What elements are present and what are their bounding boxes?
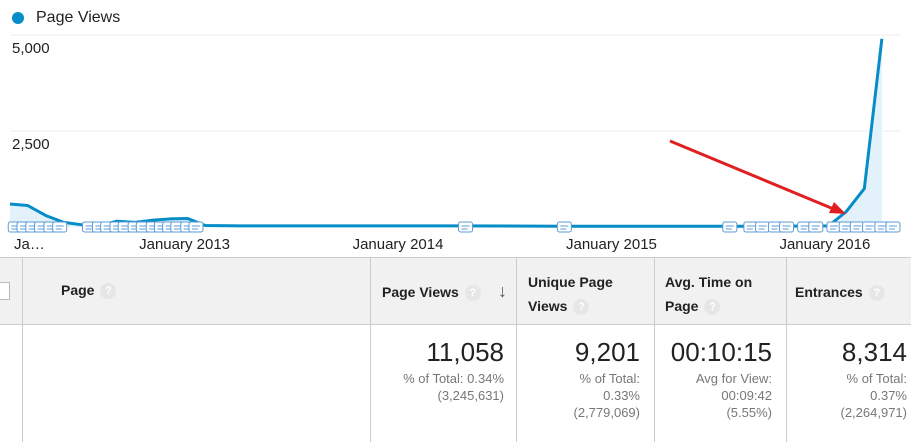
totals-avg-time: 00:10:15 Avg for View: 00:09:42 (5.55%) (654, 325, 786, 442)
help-icon[interactable]: ? (704, 298, 721, 315)
annotation-marker-icon (755, 221, 771, 233)
annotation-marker-icon (188, 221, 204, 233)
header-page-views[interactable]: Page Views? ↓ (370, 258, 516, 325)
header-entrances[interactable]: Entrances? (786, 258, 911, 325)
checkbox-header-cell (0, 258, 22, 325)
red-arrow-head-icon (829, 202, 846, 214)
annotation-marker-icon (458, 221, 474, 233)
header-page[interactable]: Page? (22, 258, 370, 325)
legend-label: Page Views (36, 9, 121, 26)
sort-descending-icon[interactable]: ↓ (498, 281, 507, 301)
help-icon[interactable]: ? (100, 282, 117, 299)
totals-page-views: 11,058 % of Total: 0.34% (3,245,631) (370, 325, 516, 442)
help-icon[interactable]: ? (573, 298, 590, 315)
total-site-value: 00:09:42 (721, 388, 772, 403)
header-avg-time-line1: Avg. Time on (665, 274, 753, 290)
annotation-marker-icon (808, 221, 824, 233)
total-value: 11,058 (426, 337, 504, 367)
header-unique-page-views[interactable]: Unique Page Views? (516, 258, 654, 325)
total-site-value: (2,779,069) (573, 405, 641, 420)
legend-dot-icon (12, 12, 24, 24)
y-tick-label: 5,000 (12, 40, 50, 57)
header-entrances-label: Entrances (795, 284, 863, 300)
total-site-value: (3,245,631) (437, 388, 505, 403)
data-table: Page? Page Views? ↓ Unique Page Views? A… (0, 257, 911, 442)
x-tick-label: January 2014 (353, 236, 444, 253)
page-views-chart: 2,500 5,000 Ja… January 2013 January 2014 Jan… (7, 34, 901, 253)
totals-entrances: 8,314 % of Total: 0.37% (2,264,971) (786, 325, 911, 442)
total-percent: % of Total: 0.34% (403, 371, 504, 386)
annotation-marker-icon (885, 221, 901, 233)
header-avg-time[interactable]: Avg. Time on Page? (654, 258, 786, 325)
header-unique-line2: Views (528, 298, 568, 314)
help-icon[interactable]: ? (464, 284, 481, 301)
header-unique-line1: Unique Page (528, 274, 613, 290)
x-tick-label: January 2016 (779, 236, 870, 253)
total-percent: 0.33% (603, 388, 640, 403)
total-percent: (5.55%) (726, 405, 772, 420)
x-tick-label: January 2015 (566, 236, 657, 253)
x-tick-label: Ja… (14, 236, 45, 253)
red-arrow-line (669, 139, 837, 212)
select-all-checkbox[interactable] (0, 282, 10, 300)
totals-unique-page-views: 9,201 % of Total: 0.33% (2,779,069) (516, 325, 654, 442)
total-value: 9,201 (574, 337, 640, 367)
y-tick-label: 2,500 (12, 136, 50, 153)
totals-page-cell (22, 325, 370, 442)
x-tick-label: January 2013 (139, 236, 230, 253)
total-value: 00:10:15 (670, 337, 772, 367)
total-label: % of Total: (846, 371, 907, 386)
totals-checkbox-cell (0, 325, 22, 442)
total-percent: 0.37% (870, 388, 907, 403)
chart-legend: Page Views (12, 6, 120, 30)
total-site-value: (2,264,971) (840, 405, 908, 420)
header-page-views-label: Page Views (382, 284, 459, 300)
series-area (10, 38, 882, 228)
header-avg-time-line2: Page (665, 298, 699, 314)
total-label: % of Total: (579, 371, 640, 386)
help-icon[interactable]: ? (868, 284, 885, 301)
total-value: 8,314 (841, 337, 907, 367)
annotation-marker-icon (52, 221, 68, 233)
total-label: Avg for View: (695, 371, 772, 386)
annotation-marker-icon (779, 221, 795, 233)
series-line (9, 38, 884, 228)
header-page-label: Page (61, 282, 95, 298)
annotation-marker-icon (556, 221, 572, 233)
annotation-marker-icon (722, 221, 738, 233)
